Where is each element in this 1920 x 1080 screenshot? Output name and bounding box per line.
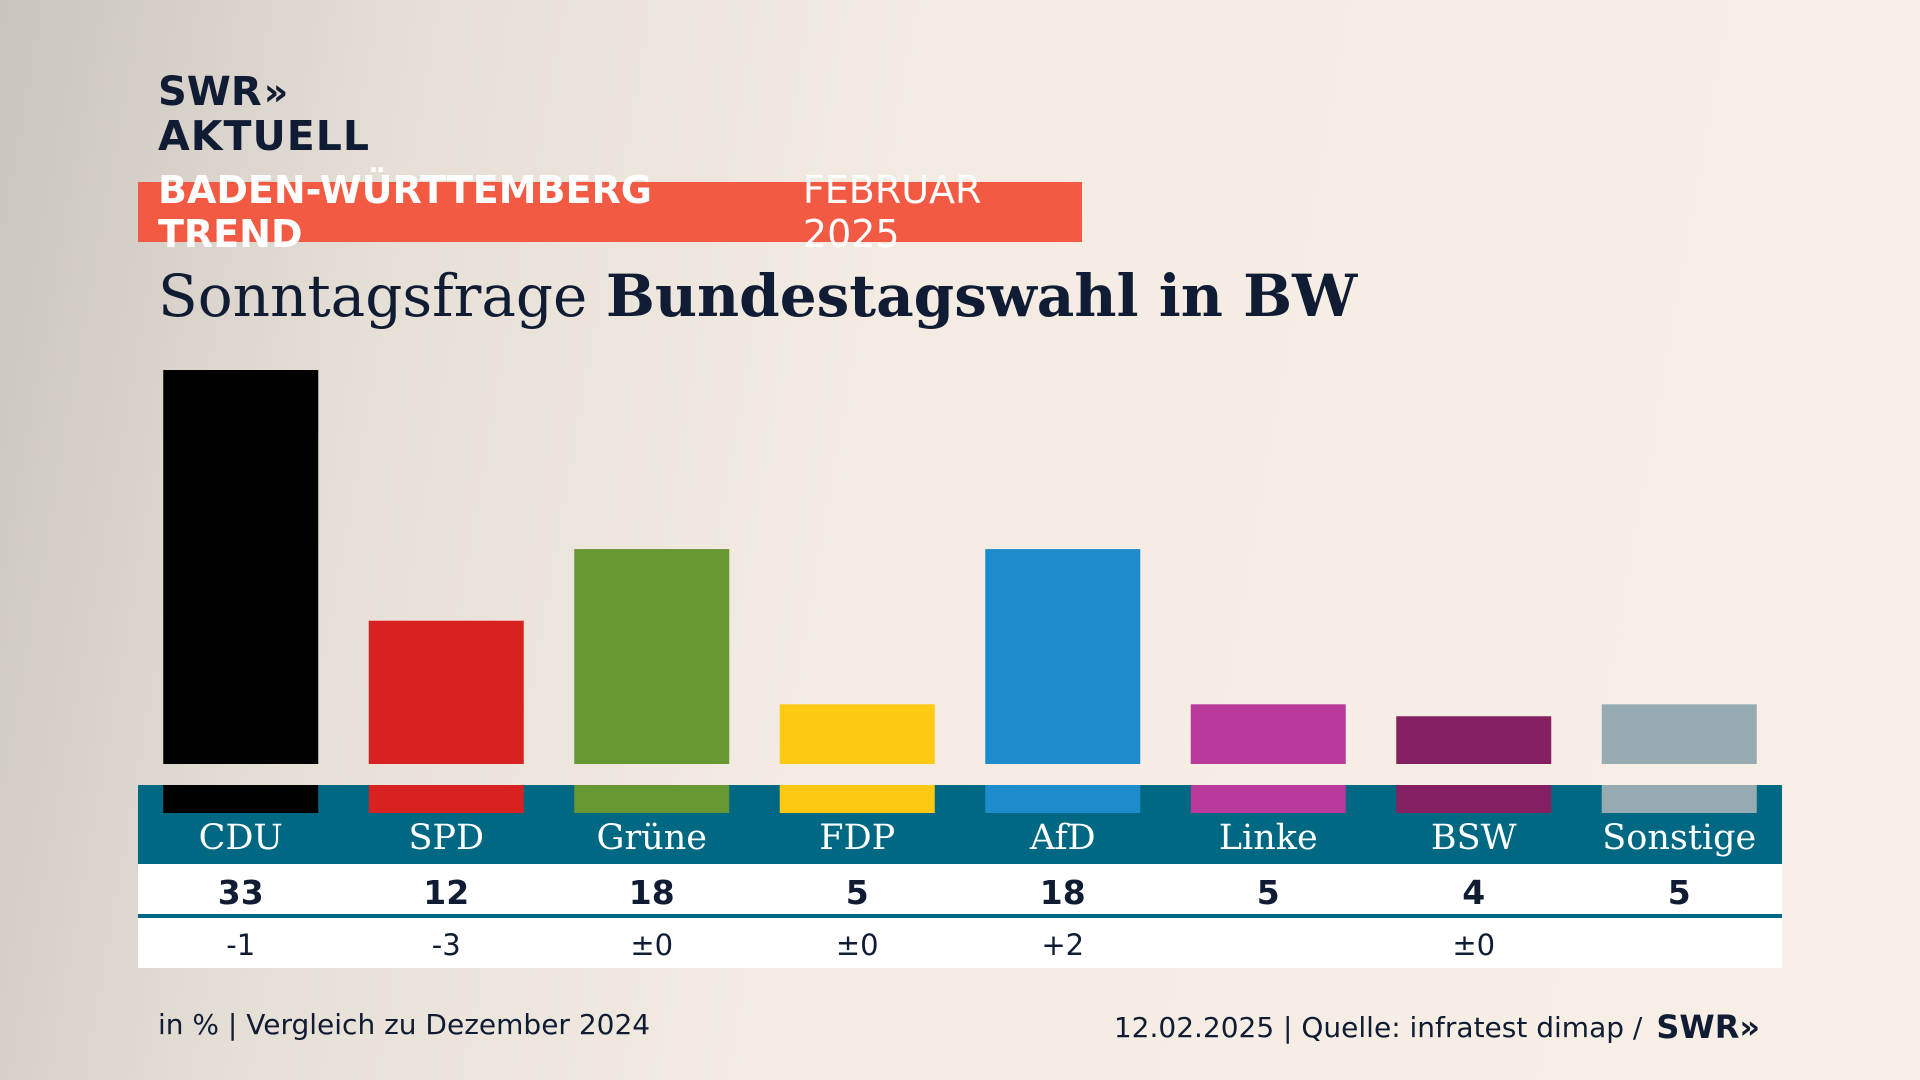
change-label: -3 bbox=[432, 928, 461, 962]
bar-strip-grüne bbox=[574, 785, 730, 813]
category-label: Linke bbox=[1219, 818, 1318, 858]
trend-kicker: BADEN-WÜRTTEMBERG TREND FEBRUAR 2025 bbox=[138, 168, 1082, 256]
value-label: 5 bbox=[1257, 873, 1280, 912]
value-label: 5 bbox=[1668, 873, 1691, 912]
value-label: 5 bbox=[846, 873, 869, 912]
page-title: Sonntagsfrage Bundestagswahl in BW bbox=[158, 262, 1357, 330]
category-label: AfD bbox=[1029, 818, 1096, 858]
bar-fdp bbox=[779, 704, 935, 764]
change-label: ±0 bbox=[836, 928, 879, 962]
bar-strip-bsw bbox=[1396, 785, 1552, 813]
change-label: +2 bbox=[1041, 928, 1084, 962]
category-label: CDU bbox=[199, 818, 283, 858]
kicker-regular: FEBRUAR 2025 bbox=[802, 168, 982, 256]
value-label: 18 bbox=[1040, 873, 1086, 912]
value-label: 4 bbox=[1462, 873, 1485, 912]
title-bold: Bundestagswahl in BW bbox=[605, 262, 1358, 330]
bar-spd bbox=[368, 620, 524, 764]
swr-aktuell-logo: SWR» AKTUELL bbox=[158, 72, 370, 157]
kicker-bold: BADEN-WÜRTTEMBERG TREND bbox=[158, 168, 652, 256]
bar-strip-spd bbox=[368, 785, 524, 813]
value-label: 18 bbox=[629, 873, 675, 912]
bar-afd bbox=[985, 549, 1141, 764]
change-label: ±0 bbox=[1452, 928, 1495, 962]
value-label: 33 bbox=[218, 873, 264, 912]
bar-strip-fdp bbox=[779, 785, 935, 813]
bar-strip-afd bbox=[985, 785, 1141, 813]
bar-strip-sonstige bbox=[1601, 785, 1757, 813]
bar-sonstige bbox=[1601, 704, 1757, 764]
bar-cdu bbox=[163, 370, 319, 764]
bar-linke bbox=[1190, 704, 1346, 764]
value-label: 12 bbox=[423, 873, 469, 912]
change-label: -1 bbox=[226, 928, 255, 962]
logo-swr-text: SWR bbox=[158, 69, 262, 115]
category-label: BSW bbox=[1431, 818, 1517, 858]
logo-aktuell-text: AKTUELL bbox=[158, 112, 371, 160]
row-divider bbox=[138, 914, 1782, 918]
bar-grüne bbox=[574, 549, 730, 764]
bar-bsw bbox=[1396, 716, 1552, 764]
values-row bbox=[138, 864, 1782, 914]
category-label: SPD bbox=[408, 818, 484, 858]
bar-strip-linke bbox=[1190, 785, 1346, 813]
category-label: Sonstige bbox=[1602, 818, 1756, 858]
footer-source-text: 12.02.2025 | Quelle: infratest dimap / bbox=[1113, 1010, 1643, 1044]
change-label: ±0 bbox=[630, 928, 673, 962]
category-label: FDP bbox=[819, 818, 895, 858]
title-regular: Sonntagsfrage bbox=[158, 262, 588, 330]
bar-strip-cdu bbox=[163, 785, 319, 813]
footer-swr-text: SWR bbox=[1656, 1008, 1740, 1046]
changes-row bbox=[138, 918, 1782, 968]
footer-chevron-icon: » bbox=[1739, 1008, 1759, 1046]
footer-note: in % | Vergleich zu Dezember 2024 bbox=[158, 1008, 651, 1041]
category-label: Grüne bbox=[597, 818, 708, 858]
footer-swr-logo: SWR» bbox=[1656, 1008, 1759, 1046]
footer-source: 12.02.2025 | Quelle: infratest dimap / S… bbox=[1113, 1008, 1760, 1046]
